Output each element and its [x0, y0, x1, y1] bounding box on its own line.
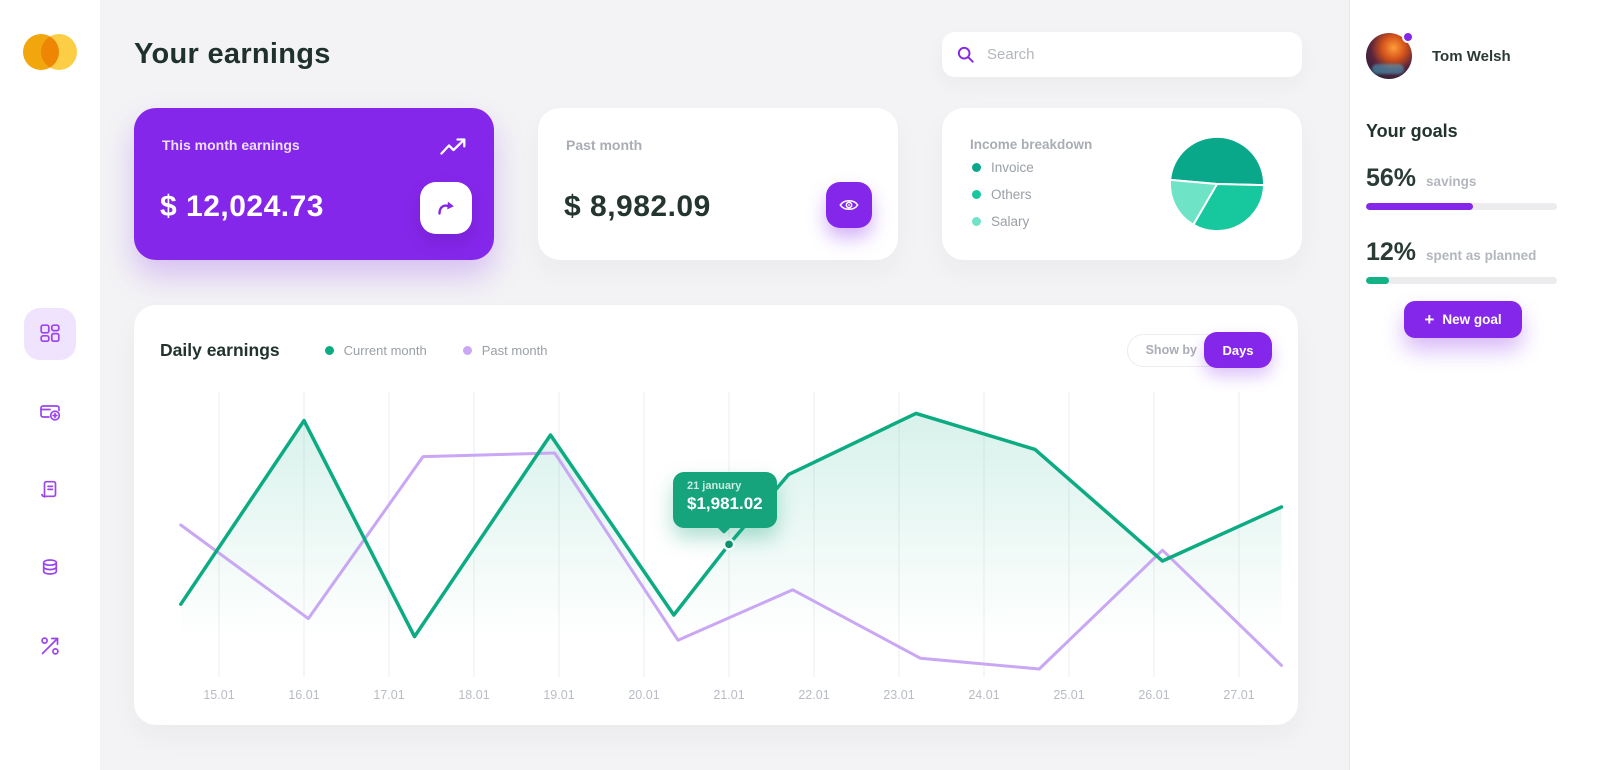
search-icon: [957, 46, 974, 63]
svg-text:18.01: 18.01: [458, 688, 489, 702]
app-logo[interactable]: [23, 31, 77, 73]
plus-icon: +: [1424, 309, 1435, 329]
view-past-month-button[interactable]: [826, 182, 872, 228]
legend-item-salary: Salary: [972, 214, 1034, 229]
current-month-label: Current month: [343, 342, 427, 358]
chart-controls: Show by Days: [1126, 332, 1272, 368]
spent-percent: 12%: [1366, 238, 1417, 266]
trending-up-icon: [440, 138, 466, 155]
daily-earnings-card: Daily earnings Current month Past month …: [134, 305, 1298, 725]
spent-label: spent as planned: [1426, 248, 1537, 263]
page-title: Your earnings: [134, 37, 331, 70]
card-add-icon: [40, 405, 61, 421]
topbar: Your earnings: [134, 31, 1302, 77]
svg-text:19.01: 19.01: [543, 688, 574, 702]
current-month-dot: [324, 345, 334, 355]
others-label: Others: [991, 187, 1032, 202]
past-month-label: Past month: [566, 137, 643, 153]
new-goal-label: New goal: [1442, 312, 1502, 327]
online-status-dot: [1402, 31, 1414, 43]
nav-item-invoices[interactable]: [24, 464, 76, 516]
past-month-amount: $ 8,982.09: [564, 190, 711, 223]
legend-current-month: Current month: [324, 342, 427, 358]
svg-text:15.01: 15.01: [203, 688, 234, 702]
income-breakdown-card[interactable]: Income breakdown Invoice Others Salary: [942, 108, 1302, 260]
logo-circle-right: [41, 34, 77, 70]
income-pie-chart: [1168, 135, 1266, 232]
this-month-amount: $ 12,024.73: [160, 190, 324, 223]
line-chart: 15.01 16.01 17.01 18.01 19.01 20.01 21.01 22.01…: [179, 392, 1284, 702]
svg-text:22.01: 22.01: [798, 688, 829, 702]
this-month-card[interactable]: This month earnings $ 12,024.73: [134, 108, 494, 260]
past-month-line-label: Past month: [481, 342, 548, 358]
svg-text:20.01: 20.01: [628, 688, 659, 702]
invoice-label: Invoice: [991, 160, 1034, 175]
dashboard-icon: [40, 324, 60, 343]
savings-label: savings: [1426, 174, 1477, 189]
right-panel: Tom Welsh Your goals 56% savings 12% spe…: [1349, 0, 1600, 770]
search-input[interactable]: [987, 45, 1288, 63]
goal-savings: 56% savings: [1366, 164, 1557, 210]
svg-text:17.01: 17.01: [373, 688, 404, 702]
svg-text:24.01: 24.01: [968, 688, 999, 702]
nav-item-rates[interactable]: [24, 620, 76, 672]
share-arrow-icon: [438, 201, 454, 215]
savings-percent: 56%: [1366, 164, 1417, 192]
this-month-label: This month earnings: [162, 137, 300, 153]
income-breakdown-label: Income breakdown: [970, 137, 1093, 152]
eye-icon: [839, 199, 859, 211]
chart-header: Daily earnings Current month Past month …: [134, 305, 1298, 368]
days-toggle-button[interactable]: Days: [1204, 332, 1272, 368]
past-month-dot: [462, 345, 472, 355]
chart-tooltip: 21 january $1,981.02: [673, 472, 777, 535]
invoice-dot: [972, 163, 981, 172]
svg-text:21.01: 21.01: [713, 688, 744, 702]
sidebar-nav: [0, 308, 100, 698]
others-dot: [972, 190, 981, 199]
salary-dot: [972, 217, 981, 226]
legend-past-month: Past month: [462, 342, 548, 358]
spent-progress-fill: [1366, 277, 1389, 284]
share-earnings-button[interactable]: [420, 182, 472, 234]
chart-title: Daily earnings: [160, 339, 280, 360]
legend-item-invoice: Invoice: [972, 160, 1034, 175]
avatar: [1366, 31, 1414, 79]
salary-label: Salary: [991, 214, 1030, 229]
tooltip-date: 21 january: [687, 480, 742, 493]
chart-legend: Current month Past month: [324, 342, 548, 358]
coins-icon: [42, 559, 58, 575]
percent-rate-icon: [41, 637, 59, 655]
goals-title: Your goals: [1366, 121, 1458, 141]
svg-text:27.01: 27.01: [1223, 688, 1254, 702]
nav-item-add-card[interactable]: [24, 386, 76, 438]
tooltip-value: $1,981.02: [687, 494, 763, 514]
user-profile[interactable]: Tom Welsh: [1366, 31, 1556, 79]
left-sidebar: [0, 0, 100, 770]
savings-progress-fill: [1366, 203, 1473, 210]
main-content: Your earnings This month earnings $ 12,0…: [100, 0, 1349, 770]
svg-text:23.01: 23.01: [883, 688, 914, 702]
search-box[interactable]: [942, 31, 1302, 77]
legend-item-others: Others: [972, 187, 1034, 202]
new-goal-button[interactable]: + New goal: [1404, 301, 1522, 338]
goal-spent: 12% spent as planned: [1366, 238, 1557, 284]
user-name: Tom Welsh: [1432, 47, 1511, 65]
chart-canvas[interactable]: 15.01 16.01 17.01 18.01 19.01 20.01 21.01 22.01…: [134, 377, 1298, 707]
spent-progress-track: [1366, 277, 1557, 284]
svg-text:26.01: 26.01: [1138, 688, 1169, 702]
stat-cards-row: This month earnings $ 12,024.73 Past mon…: [134, 108, 1302, 260]
pie-legend: Invoice Others Salary: [972, 160, 1034, 229]
past-month-card[interactable]: Past month $ 8,982.09: [538, 108, 898, 260]
svg-text:16.01: 16.01: [288, 688, 319, 702]
svg-text:25.01: 25.01: [1053, 688, 1084, 702]
nav-item-savings[interactable]: [24, 542, 76, 594]
document-icon: [41, 480, 57, 498]
savings-progress-track: [1366, 203, 1557, 210]
nav-item-dashboard[interactable]: [24, 308, 76, 360]
